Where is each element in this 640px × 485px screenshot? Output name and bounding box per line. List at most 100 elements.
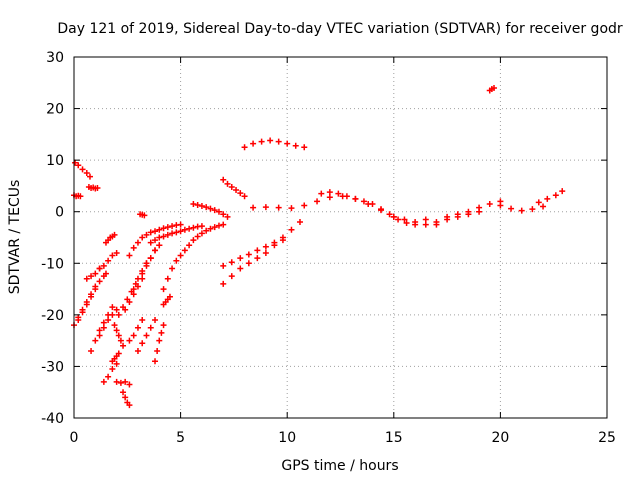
series-arc-m xyxy=(113,378,133,388)
data-point xyxy=(122,306,129,313)
data-point xyxy=(122,394,129,401)
data-point xyxy=(111,322,118,329)
y-tick-label: -10 xyxy=(41,256,64,272)
data-point xyxy=(241,144,248,151)
series-arc-ah xyxy=(250,193,397,220)
data-point xyxy=(401,216,408,223)
data-point xyxy=(177,221,184,228)
data-point xyxy=(109,366,116,373)
data-point xyxy=(254,255,261,262)
x-tick-label: 0 xyxy=(70,430,79,446)
data-point xyxy=(258,138,265,145)
data-point xyxy=(198,223,205,230)
data-point xyxy=(535,199,542,206)
data-point xyxy=(143,231,150,238)
data-point xyxy=(215,222,222,229)
data-point xyxy=(94,184,101,191)
series-arc-an xyxy=(486,84,498,94)
data-point xyxy=(113,360,120,367)
data-point xyxy=(164,224,171,231)
data-point xyxy=(422,221,429,228)
data-point xyxy=(156,242,163,249)
series-arc-o xyxy=(111,322,127,349)
x-tick-label: 25 xyxy=(598,430,616,446)
data-point xyxy=(211,224,218,231)
data-point xyxy=(92,270,99,277)
data-point xyxy=(117,337,124,344)
data-point xyxy=(113,306,120,313)
data-point xyxy=(476,208,483,215)
data-point xyxy=(181,247,188,254)
data-point xyxy=(237,255,244,262)
data-point xyxy=(147,255,154,262)
data-point xyxy=(139,340,146,347)
axis-ticks: 0 5 10 15 20 25 -40 -30 -20 -10 0 10 20 30 xyxy=(41,50,616,446)
series-arc-i xyxy=(88,304,116,354)
data-point xyxy=(160,286,167,293)
x-tick-label: 20 xyxy=(491,430,509,446)
data-point xyxy=(181,226,188,233)
data-point xyxy=(207,225,214,232)
data-point xyxy=(113,249,120,256)
y-tick-label: 0 xyxy=(55,205,64,221)
data-point xyxy=(491,84,498,91)
y-tick-label: -30 xyxy=(41,359,64,375)
data-point xyxy=(113,327,120,334)
data-point xyxy=(126,298,133,305)
data-point xyxy=(111,231,118,238)
data-point xyxy=(83,301,90,308)
data-point xyxy=(139,270,146,277)
data-point xyxy=(301,144,308,151)
data-point xyxy=(100,319,107,326)
data-point xyxy=(422,216,429,223)
data-point xyxy=(228,273,235,280)
data-point xyxy=(211,207,218,214)
data-point xyxy=(326,189,333,196)
data-point xyxy=(326,194,333,201)
data-point xyxy=(100,324,107,331)
data-point xyxy=(152,247,159,254)
data-point xyxy=(86,173,93,180)
data-point xyxy=(271,239,278,246)
data-point xyxy=(250,204,257,211)
data-point xyxy=(220,211,227,218)
data-point xyxy=(115,332,122,339)
series-arc-x xyxy=(152,322,167,365)
data-point xyxy=(100,378,107,385)
data-point xyxy=(120,389,127,396)
data-point xyxy=(134,239,141,246)
series-arc-ai xyxy=(318,189,419,228)
series-arc-ag xyxy=(241,137,308,151)
data-point xyxy=(262,243,269,250)
data-point xyxy=(497,202,504,209)
data-point xyxy=(454,213,461,220)
x-axis-title: GPS time / hours xyxy=(281,458,398,474)
data-point xyxy=(378,206,385,213)
grid xyxy=(74,57,607,418)
data-point xyxy=(109,252,116,259)
data-point xyxy=(224,180,231,187)
y-tick-label: 30 xyxy=(46,50,64,66)
data-point xyxy=(109,311,116,318)
data-point xyxy=(92,286,99,293)
data-point xyxy=(552,192,559,199)
data-point xyxy=(152,317,159,324)
data-point xyxy=(540,203,547,210)
data-point xyxy=(96,265,103,272)
data-point xyxy=(105,257,112,264)
data-point xyxy=(465,211,472,218)
data-point xyxy=(296,219,303,226)
data-point xyxy=(113,378,120,385)
series-arc-z xyxy=(126,221,184,259)
data-point xyxy=(360,198,367,205)
data-point xyxy=(267,137,274,144)
data-point xyxy=(139,317,146,324)
data-point xyxy=(83,170,90,177)
series-arc-ac xyxy=(190,200,231,220)
data-point xyxy=(395,216,402,223)
data-point xyxy=(194,202,201,209)
series-arc-aa xyxy=(147,223,205,246)
data-point xyxy=(109,304,116,311)
data-point xyxy=(275,138,282,145)
